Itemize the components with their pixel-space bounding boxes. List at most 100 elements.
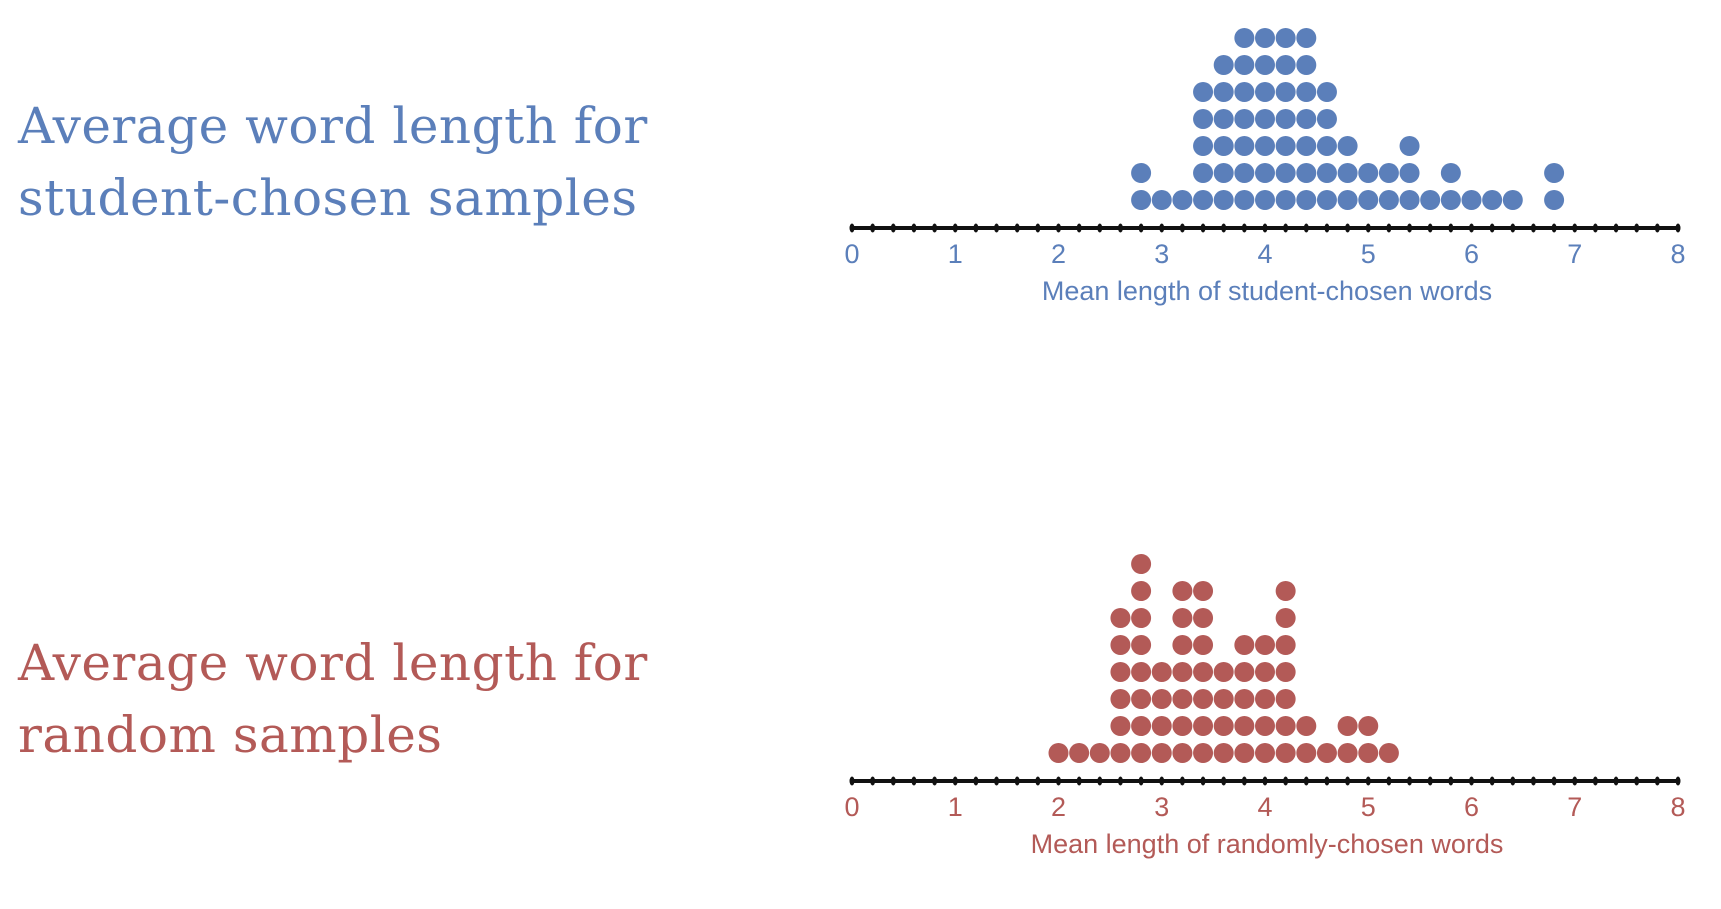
- tick-mark: [1551, 223, 1557, 233]
- tick-label: 8: [1670, 239, 1685, 269]
- data-dot: [1234, 190, 1255, 210]
- data-dot: [1110, 608, 1131, 628]
- tick-mark: [1221, 223, 1227, 233]
- data-dot: [1110, 689, 1131, 709]
- random-title-line-2: random samples: [18, 706, 443, 764]
- tick-mark: [952, 223, 958, 233]
- data-dot: [1296, 190, 1317, 210]
- tick-mark: [1530, 776, 1536, 786]
- tick-mark: [1179, 776, 1185, 786]
- tick-mark: [1427, 223, 1433, 233]
- random-panel-title: Average word length for random samples: [18, 627, 648, 771]
- data-dot: [1275, 608, 1296, 628]
- tick-label: 1: [948, 239, 963, 269]
- tick-label: 7: [1567, 239, 1582, 269]
- data-dot: [1482, 190, 1503, 210]
- tick-label: 0: [844, 239, 859, 269]
- data-dot: [1089, 743, 1110, 763]
- data-dot: [1234, 716, 1255, 736]
- data-dot: [1255, 689, 1275, 709]
- tick-mark: [1675, 776, 1681, 786]
- tick-label: 1: [948, 792, 963, 822]
- data-dot: [1275, 581, 1296, 601]
- data-dot: [1255, 716, 1275, 736]
- tick-mark: [994, 223, 1000, 233]
- data-dot: [1358, 190, 1379, 210]
- tick-label: 2: [1051, 792, 1066, 822]
- tick-mark: [1634, 223, 1640, 233]
- data-dot: [1378, 190, 1399, 210]
- tick-mark: [1035, 223, 1041, 233]
- tick-mark: [1262, 223, 1268, 233]
- data-dot: [1172, 608, 1193, 628]
- data-dot: [1213, 136, 1234, 156]
- data-dot: [1255, 190, 1275, 210]
- data-dot: [1213, 109, 1234, 129]
- data-dot: [1275, 136, 1296, 156]
- data-dot: [1131, 716, 1152, 736]
- tick-mark: [1407, 776, 1413, 786]
- data-dot: [1440, 190, 1461, 210]
- data-dot: [1213, 55, 1234, 75]
- data-dot: [1399, 136, 1420, 156]
- x-axis-label: Mean length of student-chosen words: [1042, 276, 1492, 306]
- student-panel-title: Average word length for student-chosen s…: [18, 90, 648, 234]
- tick-mark: [1283, 223, 1289, 233]
- data-dot: [1213, 190, 1234, 210]
- tick-label: 2: [1051, 239, 1066, 269]
- data-dot: [1131, 662, 1152, 682]
- tick-mark: [1262, 776, 1268, 786]
- tick-mark: [1613, 223, 1619, 233]
- data-dot: [1275, 743, 1296, 763]
- tick-mark: [870, 776, 876, 786]
- tick-mark: [1097, 223, 1103, 233]
- tick-mark: [1675, 223, 1681, 233]
- tick-mark: [1324, 776, 1330, 786]
- data-dot: [1255, 109, 1275, 129]
- data-dot: [1275, 55, 1296, 75]
- student-title-line-2: student-chosen samples: [18, 169, 638, 227]
- data-dot: [1358, 743, 1379, 763]
- tick-label: 3: [1154, 792, 1169, 822]
- data-dot: [1234, 136, 1255, 156]
- data-dot: [1296, 743, 1317, 763]
- tick-mark: [1200, 223, 1206, 233]
- tick-mark: [1448, 223, 1454, 233]
- data-dot: [1275, 190, 1296, 210]
- data-dot: [1337, 190, 1358, 210]
- tick-mark: [1427, 776, 1433, 786]
- tick-mark: [1221, 776, 1227, 786]
- tick-mark: [1489, 223, 1495, 233]
- tick-mark: [1014, 223, 1020, 233]
- tick-mark: [1469, 776, 1474, 786]
- data-dot: [1255, 662, 1275, 682]
- data-dot: [1316, 136, 1337, 156]
- tick-mark: [1510, 776, 1516, 786]
- data-dot: [1296, 716, 1317, 736]
- tick-mark: [1241, 223, 1247, 233]
- data-dot: [1358, 163, 1379, 183]
- tick-mark: [973, 776, 979, 786]
- tick-mark: [870, 223, 876, 233]
- data-dot: [1296, 136, 1317, 156]
- tick-mark: [1283, 776, 1289, 786]
- tick-mark: [1469, 223, 1474, 233]
- tick-mark: [994, 776, 1000, 786]
- data-dot: [1234, 55, 1255, 75]
- data-dot: [1275, 109, 1296, 129]
- tick-mark: [1159, 223, 1165, 233]
- tick-mark: [849, 223, 855, 233]
- data-dot: [1234, 163, 1255, 183]
- data-dot: [1378, 163, 1399, 183]
- data-dot: [1316, 743, 1337, 763]
- tick-mark: [1551, 776, 1557, 786]
- data-dot: [1172, 662, 1193, 682]
- data-dot: [1213, 163, 1234, 183]
- tick-mark: [911, 223, 917, 233]
- random-title-line-1: Average word length for: [18, 634, 648, 692]
- data-dot: [1172, 689, 1193, 709]
- data-dot: [1316, 190, 1337, 210]
- tick-mark: [1489, 776, 1495, 786]
- tick-mark: [1448, 776, 1454, 786]
